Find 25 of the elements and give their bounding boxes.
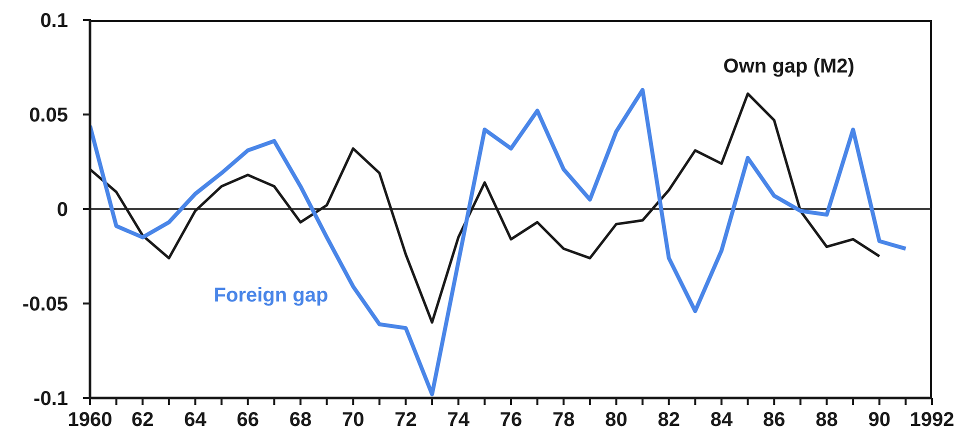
- x-tick-label: 62: [132, 409, 154, 431]
- line-series: [90, 88, 908, 396]
- x-tick-label: 86: [763, 409, 786, 431]
- x-tick-label: 64: [184, 409, 208, 431]
- series-label: Own gap (M2): [723, 56, 854, 79]
- y-tick-label: 0: [56, 199, 68, 221]
- x-tick-label: 90: [868, 409, 890, 431]
- y-tick-label: 0.05: [29, 104, 68, 126]
- x-tick-label: 80: [605, 409, 628, 431]
- series-label: Foreign gap: [214, 284, 328, 308]
- x-tick-label: 66: [236, 409, 259, 431]
- x-tick-label: 1992: [910, 409, 954, 431]
- y-tick-label: -0.1: [34, 388, 68, 410]
- y-tick-label: 0.1: [40, 10, 68, 32]
- x-tick-label: 70: [342, 409, 364, 431]
- y-tick-label: -0.05: [22, 294, 68, 316]
- x-tick-label: 82: [658, 409, 680, 431]
- x-tick-label: 72: [394, 409, 417, 431]
- x-tick-label: 68: [289, 409, 312, 431]
- x-tick-label: 88: [816, 409, 838, 431]
- x-tick-label: 74: [447, 409, 470, 431]
- x-tick-label: 84: [710, 409, 734, 431]
- x-tick-label: 76: [500, 409, 522, 431]
- x-tick-label: 78: [552, 409, 575, 431]
- x-tick-label: 1960: [68, 409, 112, 431]
